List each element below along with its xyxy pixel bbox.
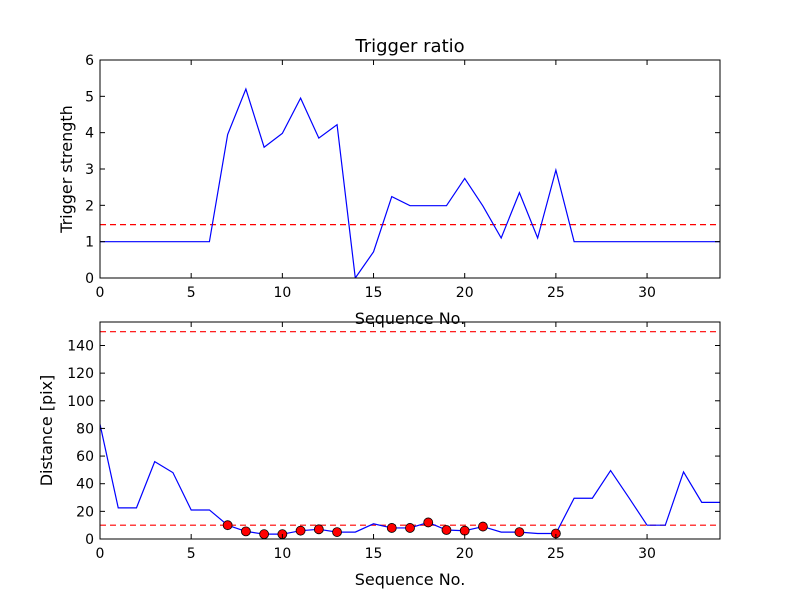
data-point-marker (295, 525, 306, 536)
y-tick-label: 1 (85, 235, 94, 251)
x-tick-label: 25 (547, 546, 565, 562)
series-line (100, 424, 720, 535)
data-point-marker (423, 517, 434, 528)
y-tick-label: 6 (85, 53, 94, 69)
x-axis-label: Sequence No. (355, 309, 466, 328)
x-tick-label: 30 (638, 546, 656, 562)
data-point-marker (478, 521, 488, 532)
x-tick-label: 10 (273, 546, 291, 562)
data-point-marker (459, 525, 470, 536)
y-tick-label: 3 (85, 162, 94, 178)
data-point-marker (259, 529, 270, 540)
data-point-marker (405, 523, 415, 533)
y-tick-label: 40 (76, 477, 94, 493)
y-tick-label: 140 (67, 338, 94, 354)
y-tick-label: 80 (76, 421, 94, 437)
data-point-marker (514, 527, 525, 537)
x-tick-label: 0 (96, 546, 105, 562)
y-tick-label: 0 (85, 532, 94, 548)
x-tick-label: 30 (638, 285, 656, 301)
x-tick-label: 0 (96, 285, 105, 301)
data-point-marker (313, 524, 324, 535)
x-tick-label: 5 (187, 285, 196, 301)
y-tick-label: 20 (76, 504, 94, 520)
x-tick-label: 15 (365, 285, 383, 301)
x-tick-label: 20 (456, 546, 474, 562)
data-point-marker (332, 527, 342, 537)
chart-title: Trigger ratio (354, 36, 464, 57)
y-axis-label: Trigger strength (57, 105, 76, 234)
x-tick-label: 20 (456, 285, 474, 301)
data-point-marker (386, 523, 397, 533)
distance-plot: 0 5 10 15 20 25 30 0 20 40 60 80 100 120 140 Sequence N… (37, 321, 721, 589)
y-tick-label: 5 (85, 89, 94, 105)
x-tick-label: 5 (187, 546, 196, 562)
y-tick-label: 60 (76, 449, 94, 465)
data-point-marker (240, 526, 251, 537)
y-axis-label: Distance [pix] (37, 375, 56, 487)
y-tick-label: 4 (85, 126, 94, 142)
trigger-ratio-plot: 0 5 10 15 20 25 30 0 1 2 3 4 5 6 Sequence No. Trigger s… (57, 36, 721, 328)
axes-frame (99, 321, 721, 540)
data-point-marker (222, 520, 233, 531)
y-tick-label: 2 (85, 198, 94, 214)
data-point-marker (441, 525, 452, 535)
series-line (100, 87, 720, 278)
y-tick-label: 100 (67, 394, 94, 410)
x-tick-label: 25 (547, 285, 565, 301)
x-tick-label: 15 (365, 546, 383, 562)
x-axis-label: Sequence No. (355, 570, 466, 589)
x-tick-label: 10 (273, 285, 291, 301)
y-tick-label: 120 (67, 366, 94, 382)
y-tick-label: 0 (85, 271, 94, 287)
axes-frame (99, 59, 721, 279)
